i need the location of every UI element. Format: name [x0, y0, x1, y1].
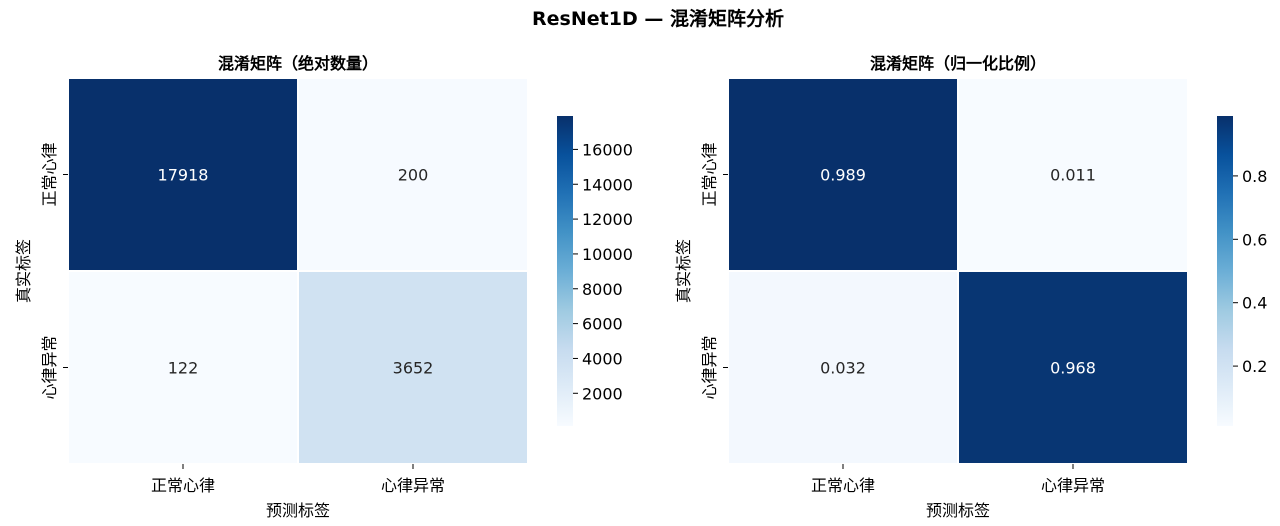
colorbar-tick-label: 2000: [582, 384, 623, 403]
colorbar: [557, 116, 573, 426]
figure-title: ResNet1D — 混淆矩阵分析: [532, 7, 784, 30]
colorbar-tick-label: 0.8: [1242, 167, 1267, 186]
colorbar-tick-label: 16000: [582, 140, 633, 159]
cell-value-label: 3652: [393, 359, 434, 378]
heatmap-cell: [957, 270, 1189, 465]
colorbar-tick-label: 0.2: [1242, 357, 1267, 376]
x-tick-label: 心律异常: [1041, 476, 1105, 495]
y-tick-label: 心律异常: [700, 335, 719, 399]
heatmap-cell: [727, 77, 959, 272]
colorbar-tick-label: 8000: [582, 280, 623, 299]
cell-value-label: 200: [398, 166, 429, 185]
x-tick-label: 心律异常: [381, 476, 445, 495]
y-tick-label: 正常心律: [700, 142, 719, 206]
y-axis-label: 真实标签: [14, 239, 33, 303]
cell-value-label: 0.032: [820, 359, 866, 378]
cell-value-label: 17918: [158, 166, 209, 185]
heatmap-title: 混淆矩阵（绝对数量）: [218, 54, 378, 73]
colorbar-tick-label: 0.6: [1242, 230, 1267, 249]
heatmap-cell: [727, 270, 959, 465]
colorbar-tick-label: 12000: [582, 210, 633, 229]
x-axis-label: 预测标签: [926, 501, 990, 520]
heatmap-title: 混淆矩阵（归一化比例）: [870, 54, 1046, 73]
heatmap-cell: [297, 270, 529, 465]
y-tick-label: 正常心律: [40, 142, 59, 206]
x-tick-label: 正常心律: [151, 476, 215, 495]
heatmap-cell: [297, 77, 529, 272]
x-tick-label: 正常心律: [811, 476, 875, 495]
cell-value-label: 0.011: [1050, 166, 1096, 185]
cell-value-label: 0.968: [1050, 359, 1096, 378]
colorbar: [1217, 116, 1233, 426]
cell-value-label: 122: [168, 359, 199, 378]
heatmap-cell: [67, 77, 299, 272]
y-axis-label: 真实标签: [674, 239, 693, 303]
colorbar-tick-label: 0.4: [1242, 294, 1267, 313]
colorbar-tick-label: 4000: [582, 349, 623, 368]
colorbar-tick-label: 14000: [582, 175, 633, 194]
cell-value-label: 0.989: [820, 166, 866, 185]
heatmap-cell: [67, 270, 299, 465]
colorbar-tick-label: 6000: [582, 315, 623, 334]
y-tick-label: 心律异常: [40, 335, 59, 399]
colorbar-tick-label: 10000: [582, 245, 633, 264]
x-axis-label: 预测标签: [266, 501, 330, 520]
